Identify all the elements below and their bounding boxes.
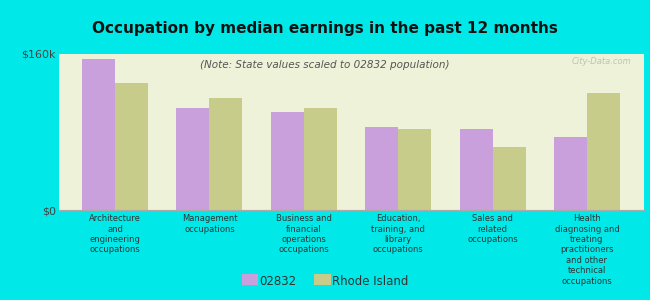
Bar [304,108,337,210]
Bar [554,137,587,210]
Bar [271,112,304,210]
Legend: 02832, Rhode Island: 02832, Rhode Island [238,271,412,291]
Bar [209,98,242,210]
Bar [176,108,209,210]
Bar [587,93,620,210]
Text: Occupation by median earnings in the past 12 months: Occupation by median earnings in the pas… [92,21,558,36]
Bar [493,147,526,210]
Bar [365,127,398,210]
Bar [398,129,431,210]
Text: (Note: State values scaled to 02832 population): (Note: State values scaled to 02832 popu… [200,60,450,70]
Bar [460,129,493,210]
Bar [82,59,115,210]
Text: City-Data.com: City-Data.com [572,57,632,66]
Bar [115,83,148,210]
